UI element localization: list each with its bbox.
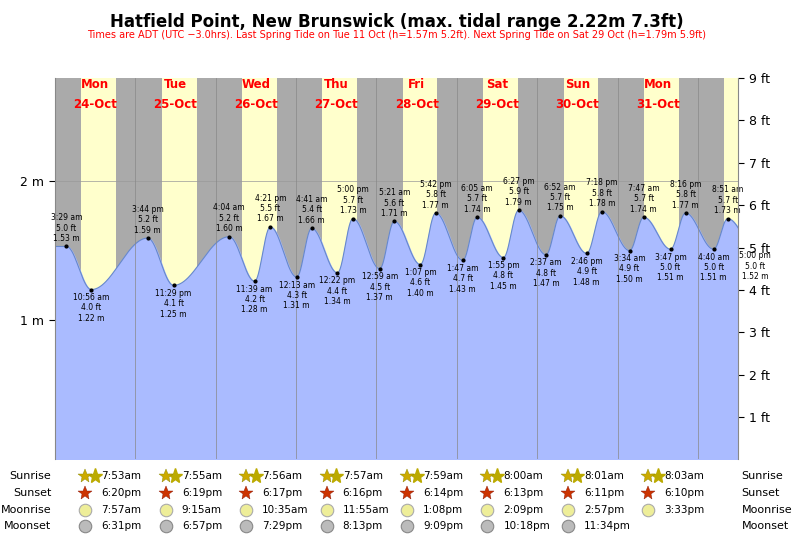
Text: 7:59am: 7:59am <box>423 471 463 481</box>
Text: 6:52 am
5.7 ft
1.75 m: 6:52 am 5.7 ft 1.75 m <box>545 183 576 212</box>
Text: 7:53am: 7:53am <box>102 471 141 481</box>
Text: 6:57pm: 6:57pm <box>182 521 222 531</box>
Text: Mon: Mon <box>644 78 672 91</box>
Text: 2:46 pm
4.9 ft
1.48 m: 2:46 pm 4.9 ft 1.48 m <box>571 257 603 287</box>
Text: 6:14pm: 6:14pm <box>423 488 463 497</box>
Text: 8:01am: 8:01am <box>584 471 624 481</box>
Text: Hatfield Point, New Brunswick (max. tidal range 2.22m 7.3ft): Hatfield Point, New Brunswick (max. tida… <box>109 13 684 31</box>
Text: 11:29 pm
4.1 ft
1.25 m: 11:29 pm 4.1 ft 1.25 m <box>155 289 192 319</box>
Text: 30-Oct: 30-Oct <box>556 98 600 110</box>
Text: Fri: Fri <box>408 78 425 91</box>
Text: 7:57am: 7:57am <box>343 471 382 481</box>
Text: Sunrise: Sunrise <box>741 471 783 481</box>
Text: 28-Oct: 28-Oct <box>395 98 439 110</box>
Text: 11:55am: 11:55am <box>343 505 389 515</box>
Text: 5:42 pm
5.8 ft
1.77 m: 5:42 pm 5.8 ft 1.77 m <box>419 180 451 210</box>
Text: 6:20pm: 6:20pm <box>102 488 141 497</box>
Text: 6:17pm: 6:17pm <box>262 488 302 497</box>
Text: Mon: Mon <box>81 78 109 91</box>
Text: 7:18 pm
5.8 ft
1.78 m: 7:18 pm 5.8 ft 1.78 m <box>586 178 618 208</box>
Text: Sun: Sun <box>565 78 590 91</box>
Text: 8:51 am
5.7 ft
1.73 m: 8:51 am 5.7 ft 1.73 m <box>712 185 743 215</box>
Text: 12:22 pm
4.4 ft
1.34 m: 12:22 pm 4.4 ft 1.34 m <box>320 277 355 306</box>
Text: Sunset: Sunset <box>13 488 52 497</box>
Text: 4:04 am
5.2 ft
1.60 m: 4:04 am 5.2 ft 1.60 m <box>213 203 245 233</box>
Text: 6:11pm: 6:11pm <box>584 488 624 497</box>
Text: 6:13pm: 6:13pm <box>504 488 544 497</box>
Text: 3:33pm: 3:33pm <box>665 505 704 515</box>
Text: 5:00 pm
5.0 ft
1.52 m: 5:00 pm 5.0 ft 1.52 m <box>739 251 771 281</box>
Text: Tue: Tue <box>164 78 187 91</box>
Text: 7:55am: 7:55am <box>182 471 222 481</box>
Bar <box>162 78 197 459</box>
Text: 6:19pm: 6:19pm <box>182 488 222 497</box>
Text: 4:41 am
5.4 ft
1.66 m: 4:41 am 5.4 ft 1.66 m <box>296 195 328 225</box>
Text: 4:40 am
5.0 ft
1.51 m: 4:40 am 5.0 ft 1.51 m <box>698 253 730 282</box>
Text: 1:47 am
4.7 ft
1.43 m: 1:47 am 4.7 ft 1.43 m <box>447 264 478 294</box>
Text: 6:05 am
5.7 ft
1.74 m: 6:05 am 5.7 ft 1.74 m <box>462 184 493 214</box>
Text: 9:15am: 9:15am <box>182 505 222 515</box>
Text: 8:13pm: 8:13pm <box>343 521 383 531</box>
Bar <box>242 78 277 459</box>
Bar <box>323 78 357 459</box>
Text: Sunset: Sunset <box>741 488 780 497</box>
Text: 7:56am: 7:56am <box>262 471 302 481</box>
Text: 25-Oct: 25-Oct <box>153 98 197 110</box>
Text: 11:34pm: 11:34pm <box>584 521 630 531</box>
Text: 8:03am: 8:03am <box>665 471 704 481</box>
Text: 7:29pm: 7:29pm <box>262 521 302 531</box>
Text: 11:39 am
4.2 ft
1.28 m: 11:39 am 4.2 ft 1.28 m <box>236 285 273 314</box>
Text: 7:47 am
5.7 ft
1.74 m: 7:47 am 5.7 ft 1.74 m <box>628 184 660 214</box>
Text: Thu: Thu <box>324 78 349 91</box>
Text: 24-Oct: 24-Oct <box>73 98 117 110</box>
Text: 26-Oct: 26-Oct <box>234 98 278 110</box>
Text: 8:16 pm
5.8 ft
1.77 m: 8:16 pm 5.8 ft 1.77 m <box>670 180 701 210</box>
Text: Moonset: Moonset <box>741 521 789 531</box>
Text: 8:00am: 8:00am <box>504 471 543 481</box>
Text: 1:55 pm
4.8 ft
1.45 m: 1:55 pm 4.8 ft 1.45 m <box>488 261 519 291</box>
Bar <box>564 78 598 459</box>
Text: 29-Oct: 29-Oct <box>475 98 519 110</box>
Text: 1:07 pm
4.6 ft
1.40 m: 1:07 pm 4.6 ft 1.40 m <box>404 268 436 298</box>
Text: 27-Oct: 27-Oct <box>314 98 358 110</box>
Text: 6:31pm: 6:31pm <box>102 521 142 531</box>
Text: 12:59 am
4.5 ft
1.37 m: 12:59 am 4.5 ft 1.37 m <box>362 272 398 302</box>
Text: Sat: Sat <box>486 78 508 91</box>
Text: Moonrise: Moonrise <box>741 505 792 515</box>
Text: 10:18pm: 10:18pm <box>504 521 550 531</box>
Text: Sunrise: Sunrise <box>10 471 52 481</box>
Text: 12:13 am
4.3 ft
1.31 m: 12:13 am 4.3 ft 1.31 m <box>278 280 315 310</box>
Text: 10:56 am
4.0 ft
1.22 m: 10:56 am 4.0 ft 1.22 m <box>73 293 109 323</box>
Text: Wed: Wed <box>241 78 270 91</box>
Text: 3:29 am
5.0 ft
1.53 m: 3:29 am 5.0 ft 1.53 m <box>51 213 82 243</box>
Bar <box>483 78 518 459</box>
Text: 7:57am: 7:57am <box>102 505 141 515</box>
Text: 3:44 pm
5.2 ft
1.59 m: 3:44 pm 5.2 ft 1.59 m <box>132 205 163 234</box>
Text: 9:09pm: 9:09pm <box>423 521 463 531</box>
Text: Moonrise: Moonrise <box>1 505 52 515</box>
Bar <box>644 78 679 459</box>
Bar <box>81 78 116 459</box>
Text: 5:00 pm
5.7 ft
1.73 m: 5:00 pm 5.7 ft 1.73 m <box>337 185 369 215</box>
Text: 6:27 pm
5.9 ft
1.79 m: 6:27 pm 5.9 ft 1.79 m <box>503 177 534 207</box>
Text: 31-Oct: 31-Oct <box>636 98 680 110</box>
Text: 2:09pm: 2:09pm <box>504 505 543 515</box>
Text: 4:21 pm
5.5 ft
1.67 m: 4:21 pm 5.5 ft 1.67 m <box>255 194 286 224</box>
Bar <box>403 78 438 459</box>
Text: 3:34 am
4.9 ft
1.50 m: 3:34 am 4.9 ft 1.50 m <box>614 254 646 284</box>
Text: Times are ADT (UTC −3.0hrs). Last Spring Tide on Tue 11 Oct (h=1.57m 5.2ft). Nex: Times are ADT (UTC −3.0hrs). Last Spring… <box>87 30 706 40</box>
Text: 6:16pm: 6:16pm <box>343 488 383 497</box>
Text: 2:57pm: 2:57pm <box>584 505 624 515</box>
Text: 10:35am: 10:35am <box>262 505 308 515</box>
Text: Moonset: Moonset <box>4 521 52 531</box>
Text: 1:08pm: 1:08pm <box>423 505 463 515</box>
Text: 2:37 am
4.8 ft
1.47 m: 2:37 am 4.8 ft 1.47 m <box>531 258 561 288</box>
Bar <box>725 78 738 459</box>
Text: 3:47 pm
5.0 ft
1.51 m: 3:47 pm 5.0 ft 1.51 m <box>655 253 687 282</box>
Text: 6:10pm: 6:10pm <box>665 488 704 497</box>
Text: 5:21 am
5.6 ft
1.71 m: 5:21 am 5.6 ft 1.71 m <box>378 188 410 218</box>
